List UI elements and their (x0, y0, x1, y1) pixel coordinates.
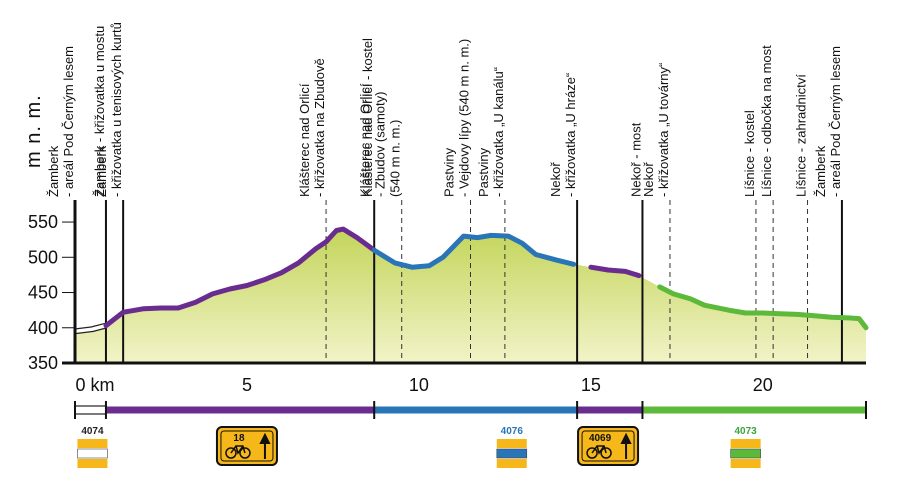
cycle-route-board (215, 426, 278, 466)
route-number-label: 4076 (501, 426, 524, 437)
x-tick-label: 20 (753, 375, 773, 395)
route-sign-stripe-top (496, 439, 527, 448)
bicycle-icon (225, 447, 237, 459)
waypoint-label: Klášterec nad Orlicí (297, 83, 312, 197)
waypoint-label: Líšnice - odbočka na most (759, 45, 774, 197)
cycle-route-board (577, 426, 640, 466)
waypoint-label: Nekoř (641, 162, 656, 197)
waypoint-label: - křižovatka „U kanálu“ (491, 67, 506, 197)
route-bar-segment (577, 406, 643, 414)
waypoint-label: - areál Pod Černým lesem (828, 46, 843, 197)
waypoint-label: - křižovatka „U hráze“ (563, 73, 578, 197)
profile-line-segment (74, 323, 107, 334)
waypoint-label: Líšnice - kostel (742, 110, 757, 197)
route-bar-segment (74, 405, 107, 415)
x-tick-label: 10 (409, 375, 429, 395)
route-sign-stripe-mid (496, 448, 528, 459)
profile-line-segment (588, 264, 642, 279)
x-tick-label: 0 km (75, 375, 114, 395)
waypoint-label: Klášterec nad Orlicí (358, 83, 373, 197)
y-tick-label: 350 (28, 353, 58, 373)
waypoint-label: Klášterec nad Orlicí - kostel (360, 38, 375, 197)
y-tick-label: 450 (28, 283, 58, 303)
bicycle-icon (230, 445, 246, 455)
waypoint-label: Žamberk (813, 145, 828, 197)
y-tick-label: 400 (28, 318, 58, 338)
route-bar-segment (374, 406, 578, 414)
route-number-label: 4073 (735, 426, 758, 437)
cycle-route-board-frame (220, 430, 274, 462)
route-sign-stripe-top (77, 439, 108, 448)
route-number-label: 4074 (81, 426, 104, 437)
x-tick-label: 5 (242, 375, 252, 395)
route-sign-stripe-bottom (730, 459, 761, 468)
waypoint-label: - areál Pod Černým lesem (61, 46, 76, 197)
x-tick-label: 15 (581, 375, 601, 395)
waypoint-label: Nekoř - most (628, 122, 643, 197)
route-sign-stripe-mid (730, 448, 761, 459)
arrow-up-icon (259, 432, 271, 459)
waypoint-label: Pastviny (442, 147, 457, 197)
profile-line-segment (371, 232, 577, 270)
waypoint-label: - křižovatka na Zbudově (312, 58, 327, 197)
profile-line-segment (657, 284, 869, 331)
bicycle-icon (586, 447, 598, 459)
waypoint-label: Žamberk - křižovatka u mostu (92, 26, 107, 197)
cycle-route-board-frame (581, 430, 635, 462)
y-tick-label: 500 (28, 247, 58, 267)
route-sign-stripe-bottom (77, 459, 108, 468)
route-sign-stripe-mid (77, 448, 108, 459)
route-sign-stripe-bottom (496, 459, 527, 468)
bicycle-icon (239, 447, 251, 459)
waypoint-label: Líšnice - zahradnictví (794, 74, 809, 197)
route-bar-segment (642, 406, 866, 414)
route-number-label: 18 (233, 433, 245, 444)
y-tick-label: 550 (28, 212, 58, 232)
waypoint-label: - Zbudov (samoty) (373, 92, 388, 197)
bicycle-icon (600, 447, 612, 459)
waypoint-label: Pastviny (476, 147, 491, 197)
arrow-up-icon (620, 432, 632, 459)
route-bar-segment (105, 406, 375, 414)
waypoint-label: - Vejdovy lípy (540 m n. m.) (457, 39, 472, 197)
route-sign-stripe-top (730, 439, 761, 448)
profile-area (75, 229, 866, 363)
waypoint-label: Žamberk (46, 145, 61, 197)
waypoint-label: - křižovatka „U továrny“ (656, 63, 671, 197)
y-axis-label: m n. m. (23, 94, 45, 168)
waypoint-label: Žamberk (94, 145, 109, 197)
waypoint-label: Nekoř (548, 162, 563, 197)
route-number-label: 4069 (589, 433, 612, 444)
bicycle-icon (591, 445, 607, 455)
profile-line-segment (103, 226, 377, 329)
waypoint-label: - křižovatka u tenisových kurtů (109, 22, 124, 197)
waypoint-label: (540 m n. m.) (388, 120, 403, 197)
